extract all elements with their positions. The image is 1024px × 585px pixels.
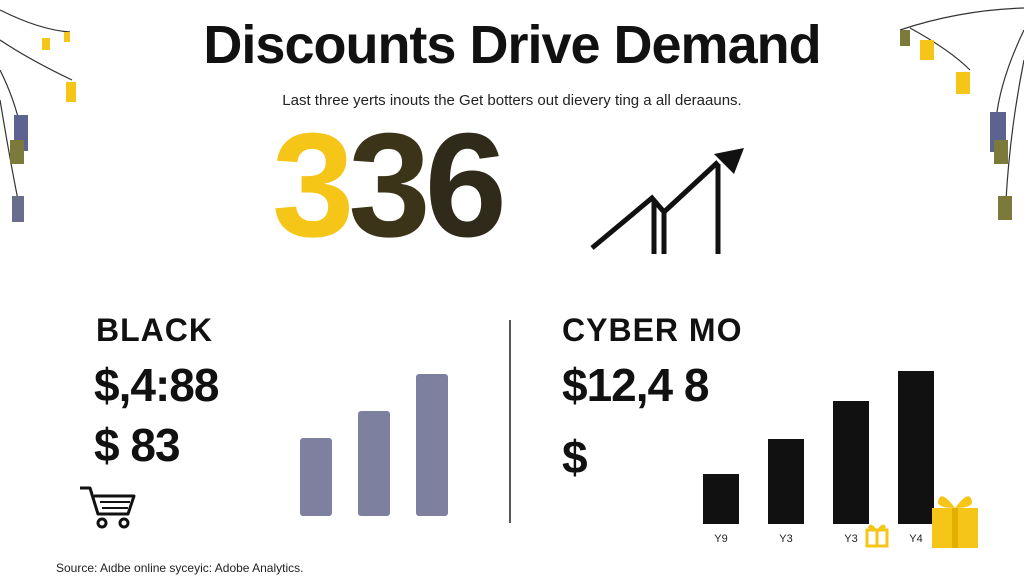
headline-number: 336 <box>272 103 507 268</box>
upward-trend-arrow-icon <box>590 148 744 254</box>
bar <box>768 439 804 524</box>
headline-digit: 6 <box>424 103 507 268</box>
hanging-price-tags-decoration <box>0 9 76 222</box>
bar <box>300 438 332 516</box>
bar <box>358 411 390 516</box>
black-friday-amount: $,4:88 <box>94 359 219 411</box>
cyber-monday-label: CYBER MO <box>562 312 743 348</box>
black-friday-label: BLACK <box>96 312 213 348</box>
cyber-monday-amount-secondary: $ <box>562 431 588 483</box>
bar <box>416 374 448 516</box>
cyber-monday-amount: $12,4 8 <box>562 359 709 411</box>
subtitle: Last three yerts inouts the Get botters … <box>282 92 742 109</box>
panel-divider <box>509 320 511 523</box>
headline-digit: 3 <box>272 103 354 268</box>
bar <box>898 371 934 524</box>
headline-digit: 3 <box>348 103 430 268</box>
x-tick-label: Y3 <box>844 533 857 545</box>
black-friday-amount-secondary: $ 83 <box>94 419 181 471</box>
x-tick-label: Y4 <box>909 533 922 545</box>
shopping-cart-icon <box>80 486 136 529</box>
gift-icon <box>865 524 889 548</box>
hanging-price-tags-decoration <box>899 7 1024 220</box>
x-tick-label: Y9 <box>714 533 727 545</box>
black-friday-bar-chart <box>300 374 448 516</box>
x-tick-label: Y3 <box>779 533 792 545</box>
gift-icon <box>932 496 978 548</box>
source-note: Source: Aιdbe online syceyic: Adobe Anal… <box>56 561 304 575</box>
bar <box>703 474 739 524</box>
cyber-monday-bar-chart: Y9 Y3 Y3 Y4 <box>703 371 934 545</box>
page-title: Discounts Drive Demand <box>203 15 821 75</box>
bar <box>833 401 869 524</box>
